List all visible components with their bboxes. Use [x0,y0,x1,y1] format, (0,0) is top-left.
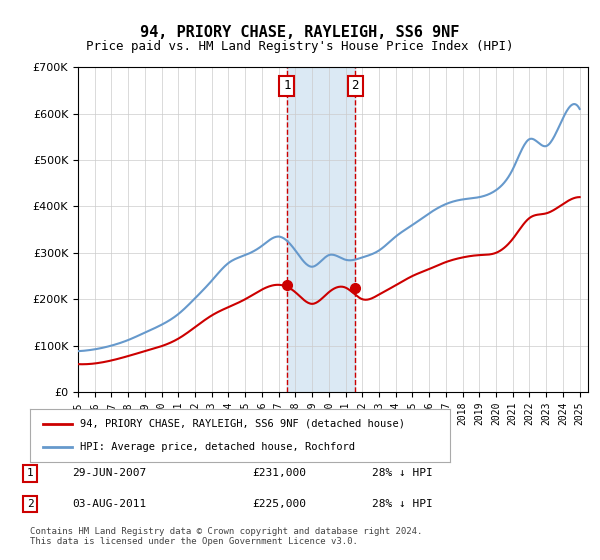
Text: 28% ↓ HPI: 28% ↓ HPI [372,468,433,478]
Text: £225,000: £225,000 [252,499,306,509]
Text: 03-AUG-2011: 03-AUG-2011 [72,499,146,509]
Text: 94, PRIORY CHASE, RAYLEIGH, SS6 9NF: 94, PRIORY CHASE, RAYLEIGH, SS6 9NF [140,25,460,40]
Text: £231,000: £231,000 [252,468,306,478]
Text: 28% ↓ HPI: 28% ↓ HPI [372,499,433,509]
Text: Price paid vs. HM Land Registry's House Price Index (HPI): Price paid vs. HM Land Registry's House … [86,40,514,53]
Text: HPI: Average price, detached house, Rochford: HPI: Average price, detached house, Roch… [80,442,355,452]
Bar [287,67,355,392]
Text: Contains HM Land Registry data © Crown copyright and database right 2024.
This d: Contains HM Land Registry data © Crown c… [30,526,422,546]
Text: 1: 1 [283,80,290,92]
Text: 94, PRIORY CHASE, RAYLEIGH, SS6 9NF (detached house): 94, PRIORY CHASE, RAYLEIGH, SS6 9NF (det… [80,419,406,429]
Text: 2: 2 [352,80,359,92]
Text: 2: 2 [26,499,34,509]
Text: 29-JUN-2007: 29-JUN-2007 [72,468,146,478]
Text: 1: 1 [26,468,34,478]
